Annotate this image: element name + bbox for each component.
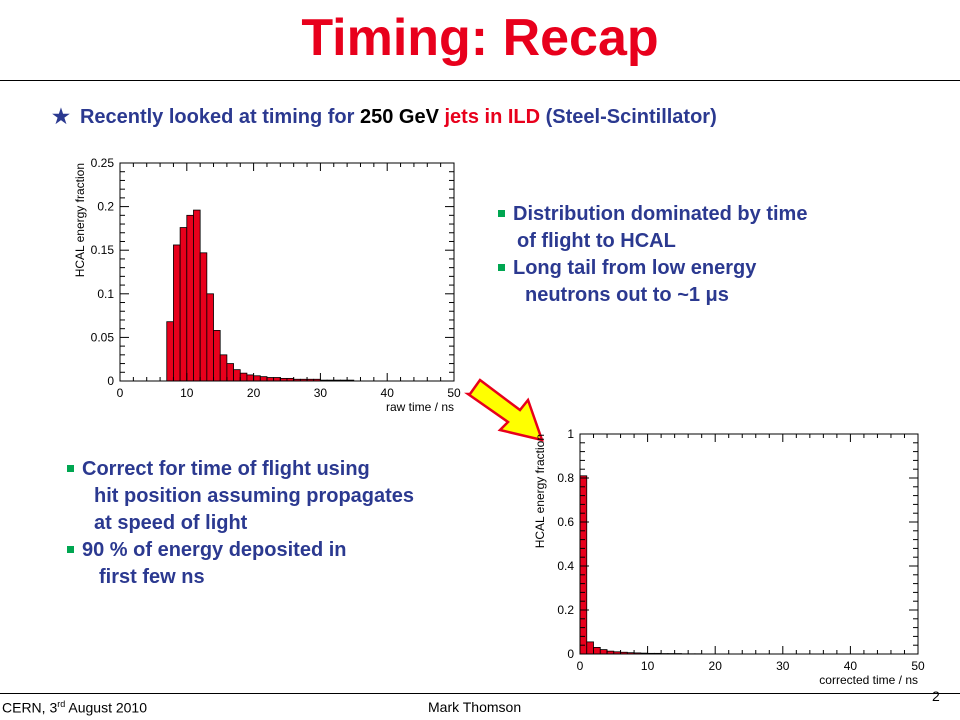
x-tick-label: 50 <box>447 386 461 400</box>
note-text: neutrons out to ~1 μs <box>525 284 729 306</box>
histogram-bar <box>266 377 275 382</box>
intro-part: 250 GeV <box>359 106 439 128</box>
arrow-icon <box>464 378 544 442</box>
footer-divider <box>0 693 960 694</box>
note-item-continued: at speed of light <box>67 510 414 537</box>
x-axis-title: corrected time / ns <box>819 673 918 684</box>
y-tick-label: 0 <box>107 374 114 388</box>
intro-part: jets in ILD <box>438 106 541 128</box>
note-text: hit position assuming propagates <box>94 485 415 507</box>
x-tick-label: 0 <box>577 659 584 673</box>
plot-frame <box>119 162 455 382</box>
histogram-bar <box>593 646 601 655</box>
note-text: at speed of light <box>94 512 248 534</box>
note-item: 90 % of energy deposited in <box>67 537 414 564</box>
y-tick-label: 0.2 <box>557 603 574 617</box>
title-divider <box>0 80 960 81</box>
histogram-bar <box>186 214 194 382</box>
histogram-bar <box>193 209 201 382</box>
histogram-bar <box>259 376 268 382</box>
note-text: Distribution dominated by time <box>513 203 808 225</box>
footer-venue-text: CERN, 3 <box>2 699 58 716</box>
page-number: 2 <box>932 688 940 704</box>
x-tick-label: 30 <box>776 659 790 673</box>
y-tick-label: 0.2 <box>97 200 114 214</box>
note-text: Correct for time of flight using <box>82 458 370 480</box>
plot-frame <box>579 433 919 655</box>
y-axis-title: HCAL energy fraction <box>73 163 87 277</box>
x-tick-label: 20 <box>709 659 723 673</box>
y-tick-label: 0.05 <box>91 330 115 344</box>
page-title: Timing: Recap <box>301 9 659 67</box>
histogram-bar <box>246 374 254 382</box>
y-tick-label: 0.6 <box>557 515 574 529</box>
histogram-bar <box>253 375 261 382</box>
x-tick-label: 30 <box>314 386 328 400</box>
histogram-bar <box>206 293 214 382</box>
footer-venue-date: August 2010 <box>65 699 147 716</box>
intro-part: (Steel-Scintillator) <box>540 106 717 128</box>
histogram-bar <box>173 244 181 382</box>
corrected-time-histogram: 0 10 20 30 40 50 0 0.2 0.4 0.6 0.8 1 corrected time … <box>533 427 925 684</box>
note-item: Long tail from low energy <box>498 255 807 282</box>
histogram-bar <box>219 354 228 382</box>
footer-venue-sup: rd <box>57 699 66 709</box>
x-tick-label: 0 <box>117 386 124 400</box>
histogram-bar <box>179 227 188 382</box>
y-tick-label: 0.15 <box>91 243 115 257</box>
note-item: Distribution dominated by time <box>498 201 807 228</box>
x-tick-label: 50 <box>911 659 925 673</box>
note-item-continued: neutrons out to ~1 μs <box>498 282 807 309</box>
note-text: first few ns <box>99 566 205 588</box>
square-bullet-icon <box>498 210 505 217</box>
x-tick-label: 10 <box>641 659 655 673</box>
histogram-bar <box>233 369 241 382</box>
note-item: Correct for time of flight using <box>67 456 414 483</box>
notes-left: Correct for time of flight using hit pos… <box>67 456 414 591</box>
note-item-continued: first few ns <box>67 564 414 591</box>
note-item-continued: of flight to HCAL <box>498 228 807 255</box>
histogram-bar <box>166 321 174 382</box>
notes-right: Distribution dominated by time of flight… <box>498 201 807 309</box>
histogram-bar <box>199 252 208 382</box>
intro-part: Recently looked at timing for <box>79 106 360 128</box>
y-tick-label: 0 <box>567 647 574 661</box>
intro-bullet: ★ Recently looked at timing for 250 GeV j… <box>52 104 717 129</box>
x-tick-label: 40 <box>844 659 858 673</box>
histogram-bar <box>273 377 281 382</box>
histogram-bar <box>213 330 221 382</box>
histogram-bar <box>599 649 608 655</box>
x-axis-title: raw time / ns <box>386 400 454 414</box>
histogram-bar <box>239 372 248 382</box>
x-tick-label: 40 <box>381 386 395 400</box>
y-tick-label: 0.1 <box>97 287 114 301</box>
y-tick-label: 1 <box>567 427 574 441</box>
square-bullet-icon <box>67 465 74 472</box>
note-text: Long tail from low energy <box>513 257 757 279</box>
y-axis-title: HCAL energy fraction <box>533 434 547 548</box>
square-bullet-icon <box>498 264 505 271</box>
histogram-bar <box>586 641 594 655</box>
histogram-bar <box>226 363 234 382</box>
star-bullet-icon: ★ <box>52 106 70 128</box>
note-item-continued: hit position assuming propagates <box>67 483 414 510</box>
y-tick-label: 0.8 <box>557 471 574 485</box>
note-text: of flight to HCAL <box>517 230 676 252</box>
footer-venue: CERN, 3rd August 2010 <box>2 699 147 716</box>
y-tick-label: 0.25 <box>91 156 115 170</box>
square-bullet-icon <box>67 546 74 553</box>
x-tick-label: 10 <box>180 386 194 400</box>
raw-time-histogram: 0 10 20 30 40 50 0 0.05 0.1 0.15 0.2 0.25 raw time /… <box>73 156 461 414</box>
footer-author: Mark Thomson <box>428 699 522 715</box>
x-tick-label: 20 <box>247 386 261 400</box>
y-tick-label: 0.4 <box>557 559 574 573</box>
note-text: 90 % of energy deposited in <box>82 539 347 561</box>
